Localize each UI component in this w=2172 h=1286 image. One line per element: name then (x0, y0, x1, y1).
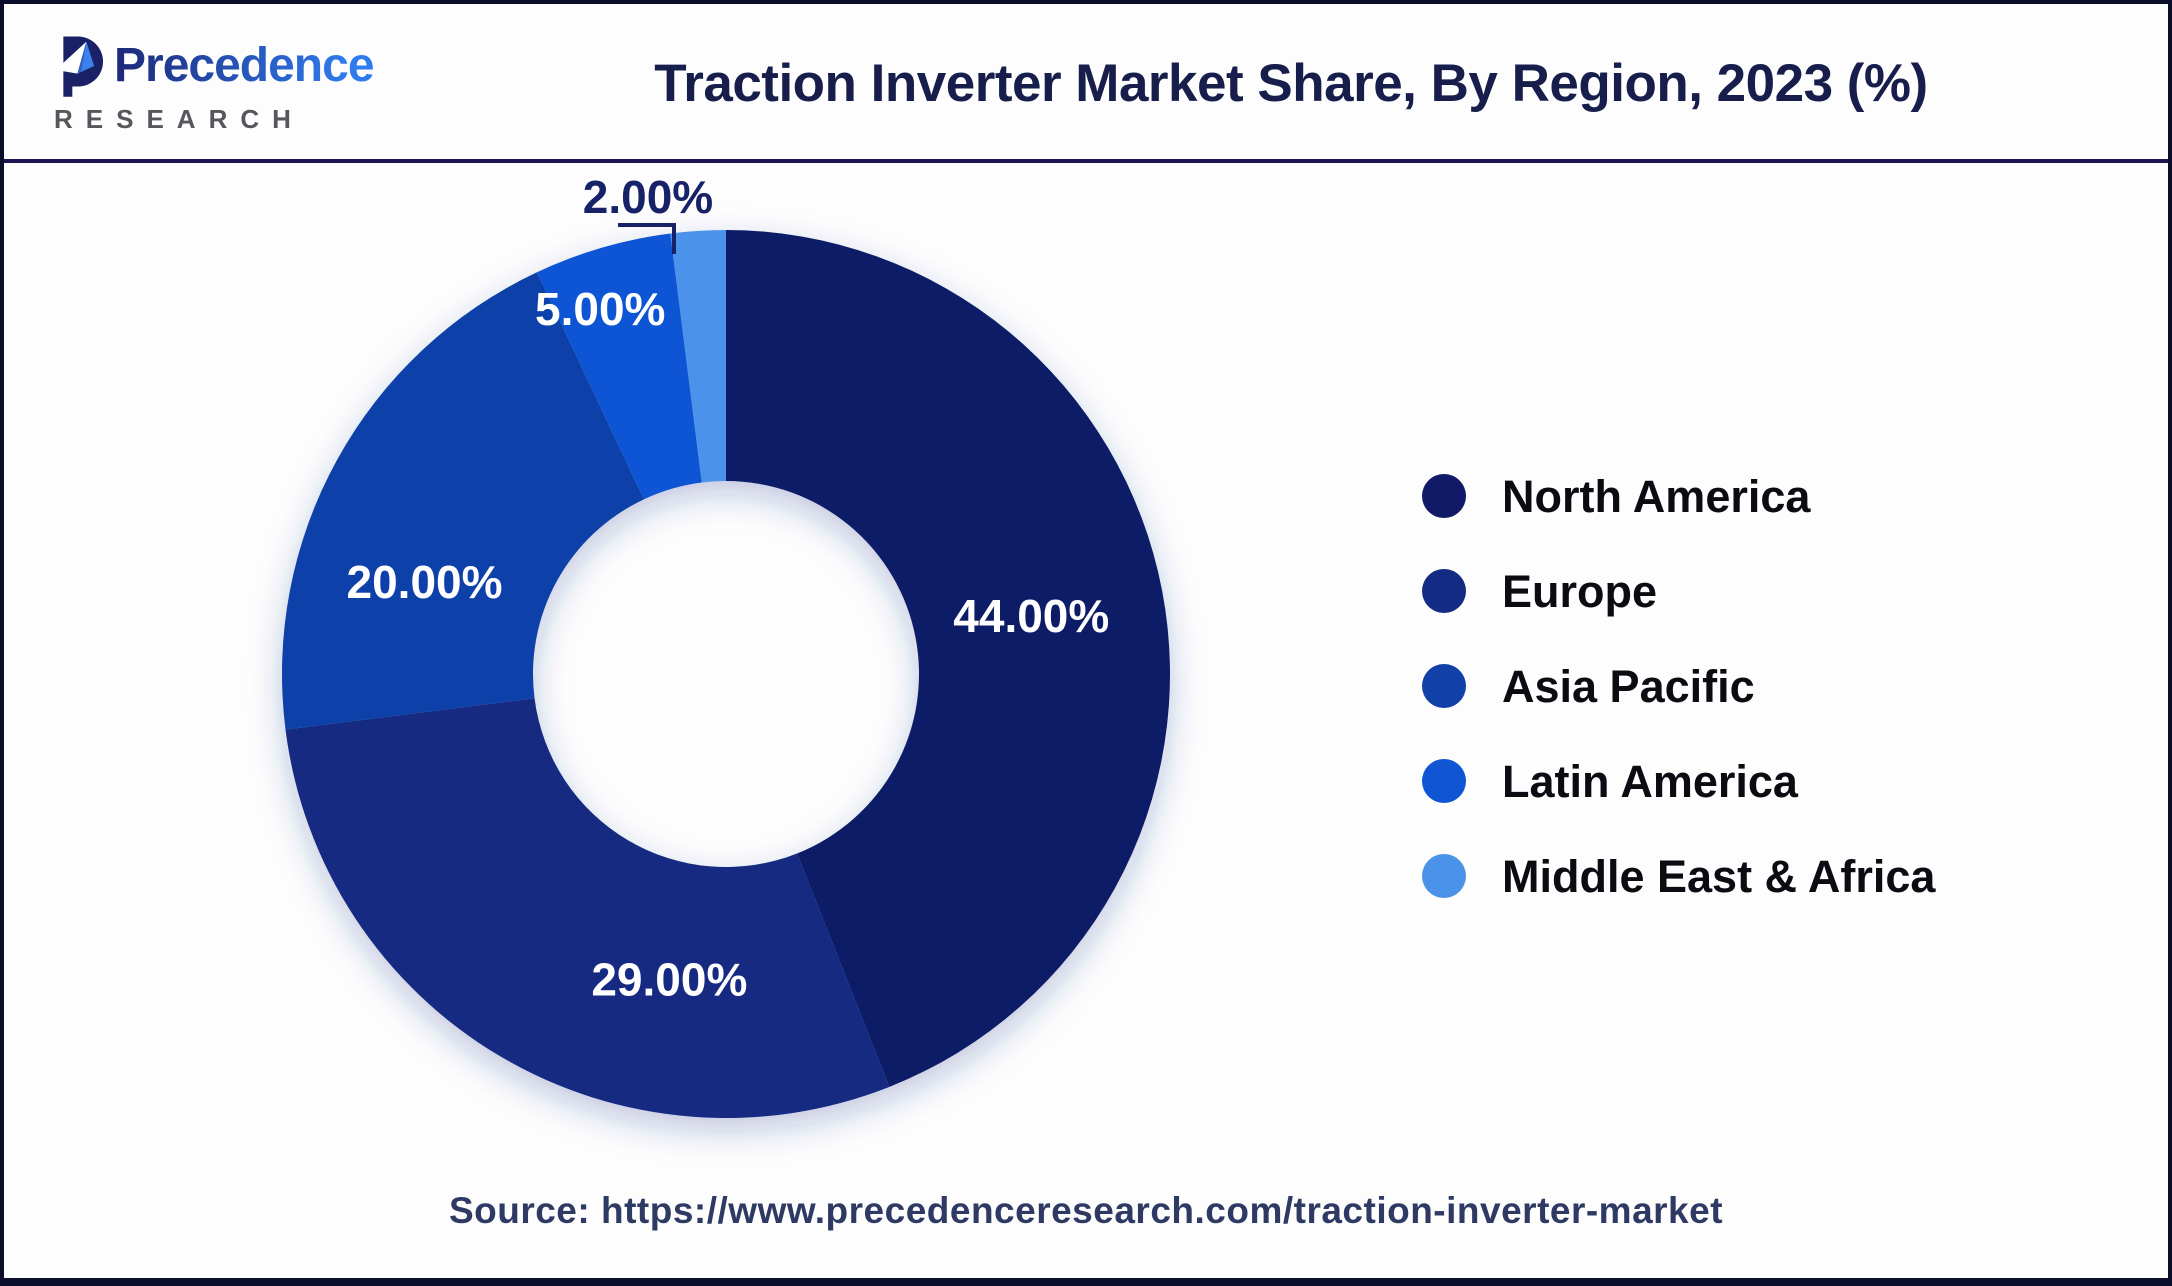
slice-europe (285, 698, 890, 1119)
legend-label-middle-east-africa: Middle East & Africa (1502, 850, 1936, 902)
header: Precedence RESEARCH Traction Inverter Ma… (4, 4, 2168, 163)
slice-latin-america (536, 233, 702, 500)
slice-label-latin-america: 5.00% (535, 283, 665, 335)
legend-dot-middle-east-africa (1422, 854, 1466, 898)
slice-label-europe: 29.00% (591, 954, 747, 1006)
slice-asia-pacific (281, 272, 644, 730)
legend: North America Europe Asia Pacific Latin Ame… (1422, 472, 1935, 900)
donut-chart: 44.00% 29.00% 20.00% 5.00% 2.00% (281, 171, 1171, 1119)
brand-logo: Precedence RESEARCH (48, 34, 375, 134)
brand-subtext: RESEARCH (54, 104, 304, 134)
slice-labels: 44.00% 29.00% 20.00% 5.00% 2.00% (347, 171, 1110, 1006)
precedence-logo-icon (55, 36, 104, 97)
legend-dot-europe (1422, 569, 1466, 613)
legend-item-latin-america: Latin America (1422, 757, 1935, 805)
legend-label-latin-america: Latin America (1502, 755, 1798, 807)
legend-label-north-america: North America (1502, 470, 1811, 522)
donut-slices (281, 230, 1171, 1119)
legend-item-asia-pacific: Asia Pacific (1422, 662, 1935, 710)
legend-item-north-america: North America (1422, 472, 1935, 520)
legend-dot-north-america (1422, 474, 1466, 518)
brand-wordmark: Precedence (114, 39, 375, 92)
slice-north-america (726, 230, 1171, 1087)
page-title: Traction Inverter Market Share, By Regio… (654, 54, 1928, 113)
legend-label-europe: Europe (1502, 565, 1658, 617)
slice-label-middle-east-africa: 2.00% (583, 171, 713, 223)
source-line: Source: https://www.precedenceresearch.c… (448, 1190, 1724, 1231)
slice-label-asia-pacific: 20.00% (347, 556, 503, 608)
callout-connector-middle-east-africa (618, 223, 676, 254)
slice-label-north-america: 44.00% (953, 590, 1109, 642)
legend-dot-asia-pacific (1422, 664, 1466, 708)
slice-middle-east-africa (670, 230, 726, 483)
legend-item-europe: Europe (1422, 567, 1935, 615)
legend-label-asia-pacific: Asia Pacific (1502, 660, 1755, 712)
legend-dot-latin-america (1422, 759, 1466, 803)
legend-item-middle-east-africa: Middle East & Africa (1422, 852, 1935, 900)
